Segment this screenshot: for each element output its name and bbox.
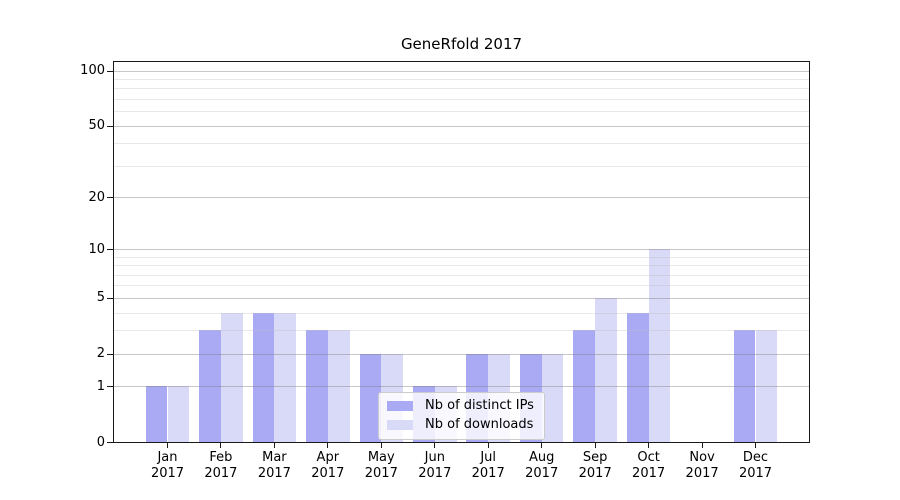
x-tick-year: 2017 (471, 466, 505, 481)
bar-oct-distinct-ips (626, 312, 649, 442)
x-tick-label-aug: Aug 2017 (514, 450, 570, 482)
bar-apr-downloads (327, 330, 350, 442)
x-tick-mark-sep (594, 443, 596, 448)
x-tick-month: Jul (480, 450, 497, 465)
plot-area: Nb of distinct IPs Nb of downloads (113, 61, 810, 443)
x-tick-month: Jun (424, 450, 445, 465)
x-tick-mark-apr (327, 443, 329, 448)
y-tick-label-10: 10 (88, 241, 105, 257)
y-tick-label-100: 100 (80, 63, 105, 79)
y-tick-label-50: 50 (88, 118, 105, 134)
x-tick-month: Oct (637, 450, 660, 465)
x-tick-year: 2017 (204, 466, 238, 481)
x-tick-mark-oct (648, 443, 650, 448)
x-tick-month: Mar (262, 450, 287, 465)
x-tick-label-dec: Dec 2017 (728, 450, 784, 482)
y-tick-label-0: 0 (96, 434, 105, 450)
x-tick-mark-may (380, 443, 382, 448)
y-tick-label-2: 2 (96, 346, 105, 362)
bar-dec-distinct-ips (733, 330, 756, 442)
x-tick-year: 2017 (632, 466, 666, 481)
x-tick-month: Dec (742, 450, 769, 465)
chart-title: GeneRfold 2017 (400, 35, 523, 53)
bar-jan-downloads (167, 386, 190, 442)
x-tick-mark-feb (220, 443, 222, 448)
x-tick-label-jul: Jul 2017 (460, 450, 516, 482)
bar-mar-downloads (274, 312, 297, 442)
x-tick-month: Aug (528, 450, 555, 465)
x-tick-mark-jan (167, 443, 168, 448)
bar-jan-distinct-ips (145, 386, 168, 442)
x-tick-year: 2017 (738, 466, 773, 481)
legend-item-downloads: Nb of downloads (387, 417, 534, 433)
x-tick-month: Sep (582, 450, 608, 465)
x-tick-label-jun: Jun 2017 (407, 450, 463, 482)
bar-may-distinct-ips (359, 353, 382, 442)
legend: Nb of distinct IPs Nb of downloads (378, 392, 545, 440)
x-tick-year: 2017 (685, 466, 719, 481)
x-tick-year: 2017 (150, 466, 185, 481)
bar-apr-distinct-ips (306, 330, 328, 442)
y-tick-label-20: 20 (88, 189, 105, 205)
legend-label-distinct-ips: Nb of distinct IPs (425, 398, 534, 413)
bar-aug-downloads (541, 353, 564, 442)
y-tick-label-1: 1 (96, 378, 105, 394)
bar-oct-downloads (648, 249, 671, 442)
bars-layer (114, 62, 809, 442)
x-tick-year: 2017 (525, 466, 559, 481)
legend-item-distinct-ips: Nb of distinct IPs (387, 398, 534, 414)
x-tick-label-apr: Apr 2017 (300, 450, 356, 482)
x-tick-month: Nov (689, 450, 715, 465)
x-tick-year: 2017 (418, 466, 452, 481)
bar-feb-distinct-ips (199, 330, 221, 442)
x-tick-year: 2017 (257, 466, 291, 481)
x-tick-year: 2017 (311, 466, 345, 481)
legend-swatch-downloads (387, 420, 413, 430)
x-tick-label-sep: Sep 2017 (567, 450, 623, 482)
y-tick-mark-5 (107, 297, 113, 299)
y-tick-mark-10 (107, 249, 113, 250)
y-tick-mark-1 (107, 386, 113, 388)
bar-feb-downloads (220, 312, 243, 442)
x-tick-mark-aug (541, 443, 543, 448)
x-tick-mark-dec (755, 443, 756, 448)
x-tick-mark-nov (701, 443, 703, 448)
x-tick-month: Jan (157, 450, 178, 465)
x-tick-mark-jun (434, 443, 436, 448)
y-tick-label-5: 5 (96, 290, 105, 306)
x-tick-label-nov: Nov 2017 (674, 450, 730, 482)
y-tick-mark-50 (107, 125, 113, 127)
bar-sep-distinct-ips (573, 330, 596, 442)
bar-dec-downloads (755, 330, 778, 442)
x-tick-month: May (367, 450, 395, 465)
x-tick-label-jan: Jan 2017 (140, 450, 196, 482)
x-tick-mark-mar (273, 443, 275, 448)
bar-sep-downloads (595, 297, 617, 442)
x-tick-month: Feb (209, 450, 233, 465)
legend-label-downloads: Nb of downloads (425, 417, 534, 432)
x-tick-mark-jul (487, 443, 489, 448)
x-tick-year: 2017 (578, 466, 612, 481)
bar-mar-distinct-ips (252, 312, 275, 442)
y-tick-mark-2 (107, 353, 113, 355)
x-tick-label-mar: Mar 2017 (246, 450, 302, 482)
x-tick-year: 2017 (364, 466, 398, 481)
x-tick-label-oct: Oct 2017 (621, 450, 677, 482)
x-tick-label-feb: Feb 2017 (193, 450, 249, 482)
y-tick-mark-20 (107, 197, 113, 198)
y-tick-mark-100 (107, 70, 113, 72)
x-tick-label-may: May 2017 (353, 450, 409, 482)
x-tick-month: Apr (316, 450, 340, 465)
y-tick-mark-0 (107, 442, 113, 443)
legend-swatch-distinct-ips (387, 401, 413, 411)
